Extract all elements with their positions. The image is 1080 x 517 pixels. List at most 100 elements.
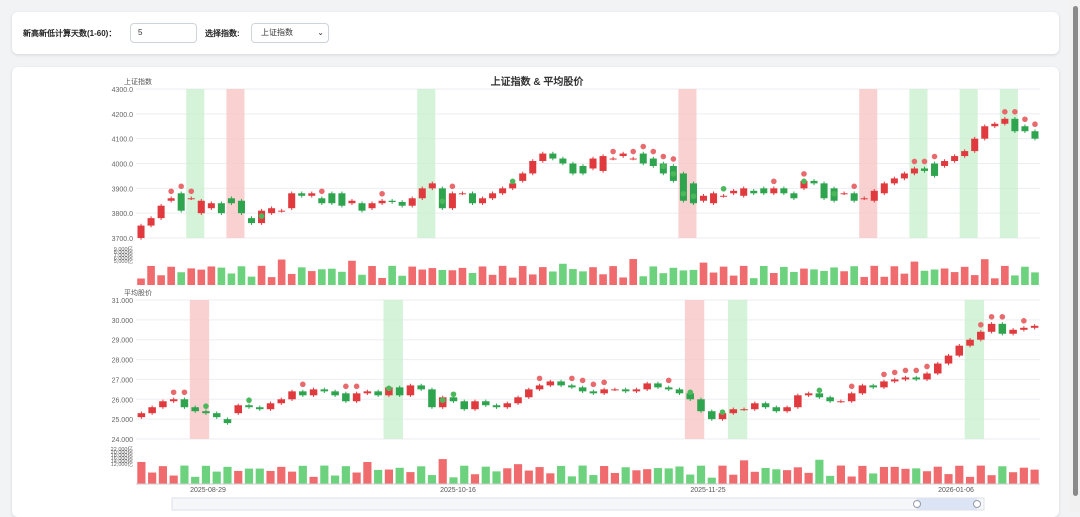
new-low-marker (509, 178, 516, 185)
volume-bar (965, 476, 975, 484)
candle-body (398, 201, 406, 206)
volume-bar (847, 476, 856, 484)
volume-bar (840, 271, 848, 285)
volume-bar (417, 466, 426, 484)
candle-body (535, 385, 544, 390)
volume-bar (940, 268, 949, 285)
volume-bar (664, 468, 673, 484)
volume-bar (237, 266, 246, 285)
candle-body (169, 399, 178, 402)
candle-body (428, 389, 436, 408)
candle-body (223, 419, 232, 424)
new-high-marker (891, 369, 898, 376)
candle-body (1030, 325, 1039, 328)
candle-body (780, 188, 788, 194)
candle-body (761, 403, 770, 408)
candle-body (820, 183, 828, 199)
new-high-marker (902, 367, 909, 374)
volume-bar (234, 470, 243, 484)
volume-bar (890, 466, 899, 484)
candle-body (288, 193, 296, 209)
volume-bar (639, 276, 648, 285)
volume-bar (277, 259, 286, 285)
new-high-marker (771, 178, 777, 185)
volume-bar (287, 471, 297, 484)
candle-body (578, 387, 587, 392)
zoom-track (171, 497, 985, 511)
volume-bar (950, 272, 959, 285)
volume-bar (223, 466, 232, 484)
volume-bar (406, 472, 415, 484)
candle-body (559, 158, 567, 164)
new-high-marker (178, 183, 184, 190)
candle-body (460, 401, 469, 410)
index-label: 选择指数: (205, 29, 240, 38)
new-low-band (859, 89, 878, 238)
volume-bar (980, 259, 989, 285)
new-high-band (383, 300, 403, 439)
days-input[interactable]: 5 (130, 23, 197, 43)
new-high-marker (665, 377, 672, 384)
volume-bar (408, 266, 417, 285)
zoom-slider[interactable] (171, 497, 985, 511)
volume-bar (649, 266, 658, 285)
volume-bar (212, 471, 221, 484)
volume-bar (1030, 469, 1039, 484)
new-high-marker (1021, 318, 1027, 324)
volume-bar (309, 476, 318, 484)
candle-body (730, 190, 738, 194)
candle-body (266, 403, 275, 410)
page-scrollbar[interactable] (1070, 0, 1080, 512)
volume-bar (910, 261, 919, 285)
candle-body (492, 405, 501, 408)
scrollbar-thumb[interactable] (1073, 6, 1078, 496)
volume-bar (719, 266, 728, 285)
candle-body (600, 389, 608, 394)
volume-bar (619, 277, 627, 285)
new-high-marker (449, 183, 456, 190)
candle-body (191, 407, 199, 412)
candle-body (288, 391, 296, 400)
new-high-marker (911, 158, 918, 165)
candle-body (790, 193, 798, 199)
new-high-marker (931, 153, 938, 160)
new-high-marker (579, 377, 586, 384)
volume-bar (858, 465, 867, 484)
volume-bar (428, 268, 437, 285)
candle-body (448, 193, 456, 209)
candle-body (870, 190, 878, 201)
new-high-marker (1012, 109, 1018, 115)
volume-bar (338, 271, 346, 285)
volume-bar (318, 269, 326, 285)
volume-bar (267, 277, 276, 285)
volume-bar (804, 472, 813, 484)
index-select[interactable]: 上证指数 ⌄ (251, 23, 329, 43)
candle-body (900, 173, 908, 179)
candle-body (529, 161, 537, 174)
zoom-handle-left (913, 500, 921, 508)
volume-bar (970, 275, 979, 285)
candle-body (599, 156, 607, 171)
volume-bar (503, 468, 512, 484)
volume-bar (549, 271, 557, 285)
volume-bar (629, 259, 638, 285)
candle-body (966, 339, 974, 346)
y-tick-label: 30.000 (112, 318, 134, 325)
new-high-marker (924, 363, 930, 370)
volume-bar (567, 476, 576, 484)
volume-bar (589, 475, 598, 484)
candle-body (675, 389, 684, 394)
candle-body (479, 198, 487, 204)
chart-svg[interactable]: 上证指数 & 平均股价 4300.0 4200.0 4100.0 4000.0 3900… (12, 67, 1059, 517)
new-high-marker (1002, 109, 1008, 115)
volume-bar (659, 273, 668, 285)
y-tick-label: 3800.0 (112, 211, 134, 218)
new-high-marker (181, 389, 188, 396)
candle-body (619, 153, 627, 157)
candle-body (639, 153, 647, 164)
new-high-marker (640, 143, 647, 150)
candle-body (710, 193, 718, 204)
candle-body (1001, 118, 1009, 124)
candle-body (468, 193, 477, 204)
new-high-marker (569, 375, 575, 382)
